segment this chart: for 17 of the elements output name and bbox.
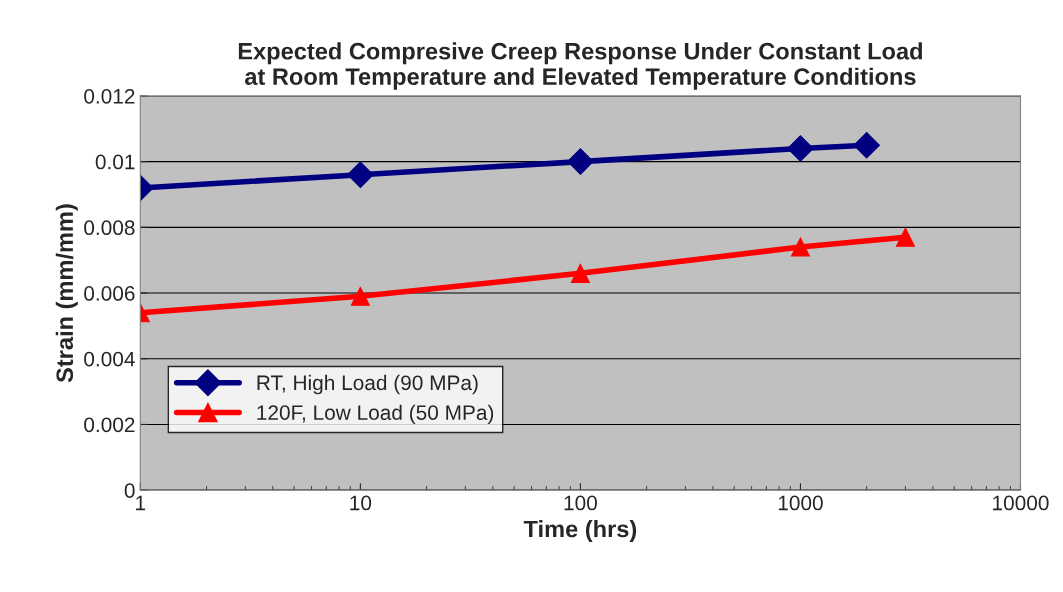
y-axis-title: Strain (mm/mm) [55, 204, 78, 383]
x-tick-label: 10000 [993, 495, 1049, 511]
y-tick-label: 0.002 [84, 417, 135, 433]
y-tick-label: 0 [124, 483, 135, 498]
y-tick-label: 0.008 [84, 220, 135, 236]
y-tick-label: 0.012 [84, 88, 135, 104]
y-tick-label: 0.01 [95, 154, 135, 170]
x-tick-label: 10 [350, 495, 372, 511]
y-tick-label: 0.004 [84, 351, 135, 367]
chart-title: Expected Compresive Creep Response Under Constant Load at Room Temperature and Elevated Temperature Conditions [238, 42, 922, 90]
x-tick-label: 1000 [778, 495, 823, 511]
legend-label: RT, High Load (90 MPa) [257, 374, 478, 395]
x-tick-label: 100 [564, 495, 597, 511]
y-tick-label: 0.006 [84, 286, 135, 301]
legend-label: 120F, Low Load (50 MPa) [257, 404, 494, 425]
x-tick-label: 1 [136, 495, 146, 511]
x-axis-title: Time (hrs) [523, 520, 637, 543]
